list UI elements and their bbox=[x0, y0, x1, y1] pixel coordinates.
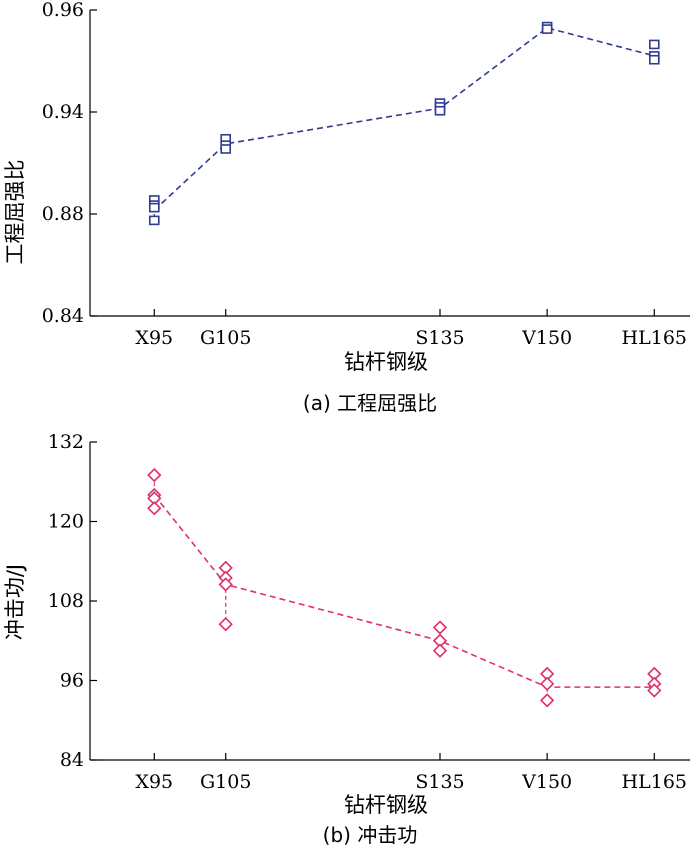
x-tick-label: G105 bbox=[200, 327, 251, 349]
data-point bbox=[541, 24, 553, 34]
y-tick-label: 0.96 bbox=[42, 0, 84, 21]
x-tick-label: X95 bbox=[135, 771, 173, 793]
y-tick-label: 96 bbox=[60, 670, 84, 692]
data-point bbox=[648, 39, 660, 50]
x-tick-label: S135 bbox=[415, 771, 464, 793]
data-point bbox=[147, 467, 162, 483]
y-tick-label: 84 bbox=[60, 749, 84, 771]
y-tick-label: 132 bbox=[48, 431, 84, 453]
panel-a-marks bbox=[148, 21, 660, 226]
panel-a-chart: (a) 工程屈强比 钻杆钢级 工程屈强比 0.84 0.88 0.94 0.96 X95… bbox=[3, 0, 690, 415]
panel-a-caption: (a) 工程屈强比 bbox=[303, 391, 437, 415]
series-mean-line bbox=[153, 494, 655, 688]
data-point bbox=[647, 683, 662, 698]
panel-b-ticks: 84 96 108 120 132 X95 G105 S135 V150 HL165 bbox=[48, 431, 687, 793]
x-tick-label: S135 bbox=[415, 327, 464, 349]
data-point bbox=[648, 54, 660, 65]
panel-b-axes bbox=[89, 442, 690, 761]
y-tick-label: 0.94 bbox=[42, 101, 84, 123]
panel-b-marks bbox=[147, 467, 662, 708]
x-tick-label: G105 bbox=[200, 771, 251, 793]
panel-a-axes bbox=[89, 10, 690, 317]
data-point bbox=[147, 501, 162, 516]
data-point bbox=[432, 643, 448, 658]
data-point bbox=[218, 577, 233, 592]
x-tick-label: HL165 bbox=[622, 771, 687, 793]
y-tick-label: 108 bbox=[48, 590, 84, 612]
panel-a-x-axis-title: 钻杆钢级 bbox=[344, 350, 428, 374]
x-tick-label: HL165 bbox=[622, 327, 687, 349]
x-tick-label: X95 bbox=[135, 327, 173, 349]
panel-b-caption: (b) 冲击功 bbox=[323, 823, 418, 847]
data-point bbox=[218, 617, 233, 632]
data-point bbox=[434, 105, 446, 116]
y-tick-label: 0.88 bbox=[42, 203, 84, 225]
y-tick-label: 0.84 bbox=[42, 305, 84, 327]
data-point bbox=[540, 693, 555, 708]
x-tick-label: V150 bbox=[521, 771, 572, 793]
data-point bbox=[432, 620, 448, 635]
panel-b-x-axis-title: 钻杆钢级 bbox=[344, 793, 428, 817]
data-point bbox=[540, 676, 555, 691]
panel-a-y-axis-title: 工程屈强比 bbox=[3, 160, 27, 265]
y-tick-label: 120 bbox=[48, 511, 84, 533]
data-point bbox=[220, 144, 232, 154]
data-point bbox=[148, 202, 160, 213]
panel-b-chart: (b) 冲击功 钻杆钢级 冲击功/J 84 96 108 120 132 X95 G105 S… bbox=[3, 431, 690, 847]
series-mean-line bbox=[153, 26, 655, 211]
x-tick-label: V150 bbox=[521, 327, 572, 349]
panel-a-ticks: 0.84 0.88 0.94 0.96 X95 G105 S135 V150 HL165 bbox=[42, 0, 687, 349]
panel-b-y-axis-title: 冲击功/J bbox=[3, 564, 27, 640]
data-point bbox=[148, 215, 160, 226]
